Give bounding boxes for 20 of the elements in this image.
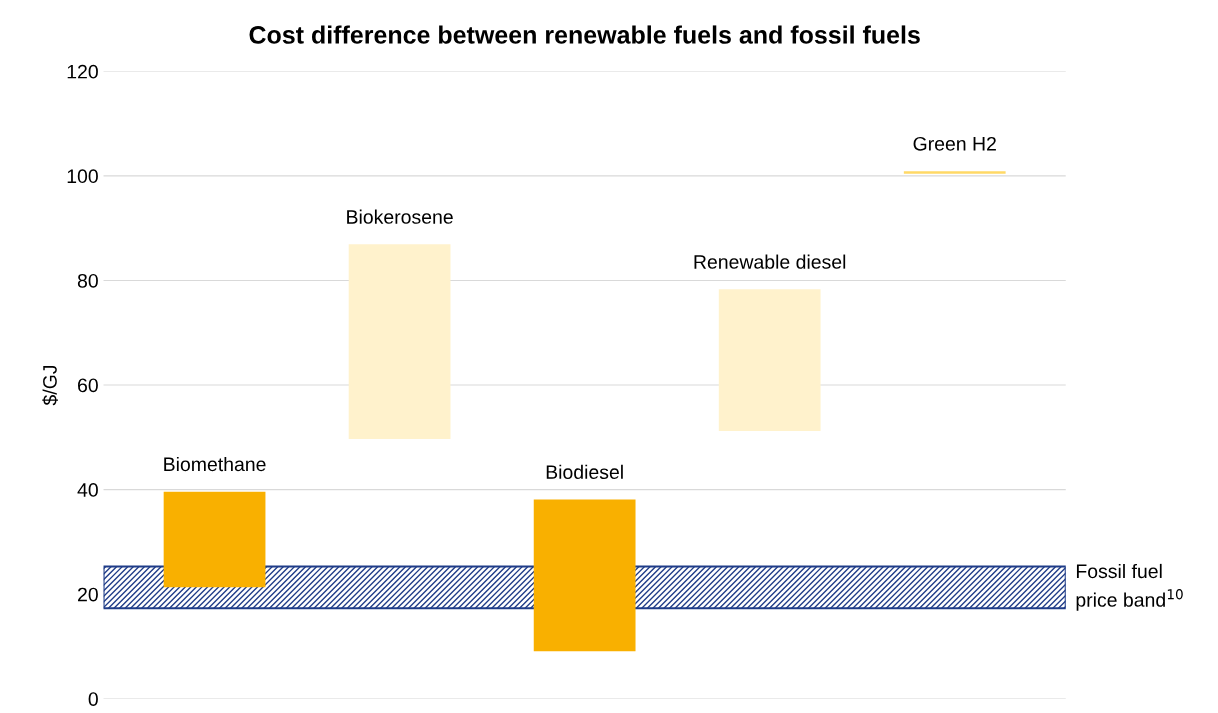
y-tick-label: 100 xyxy=(67,169,98,184)
x-tick-label: Renewable diesel xyxy=(694,254,846,269)
chart-title: Cost difference between renewable fuels and fossil fuels xyxy=(249,25,920,44)
y-axis-title: $/GJ xyxy=(42,365,58,406)
y-tick-label: 20 xyxy=(78,587,98,602)
x-tick-label: Biokerosene xyxy=(347,209,453,224)
y-tick-label: 120 xyxy=(67,64,98,79)
bar xyxy=(348,244,451,439)
band-label: Fossil fuel price band$^{10}$ xyxy=(1076,563,1183,611)
bar xyxy=(718,289,821,432)
y-tick-label: 40 xyxy=(77,483,98,497)
bar xyxy=(533,499,636,652)
y-tick-label: 60 xyxy=(78,378,98,393)
x-tick-label: Green H2 xyxy=(913,136,996,151)
bar xyxy=(903,171,1006,174)
y-tick-label: 0 xyxy=(88,692,98,706)
y-tick-label: 80 xyxy=(77,273,98,288)
x-tick-label: Biodiesel xyxy=(546,464,623,480)
bar xyxy=(163,491,266,588)
x-tick-label: Biomethane xyxy=(164,456,266,472)
